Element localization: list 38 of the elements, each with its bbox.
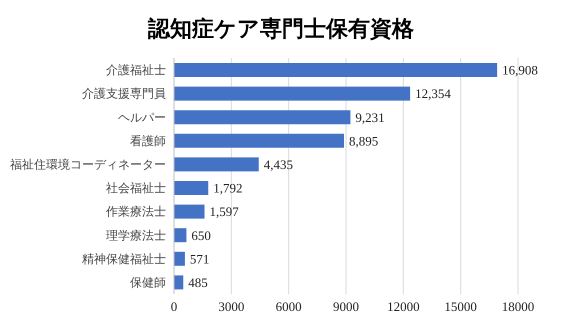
y-tick-label: ヘルパー (118, 110, 166, 124)
bar (174, 110, 350, 124)
data-label: 485 (188, 275, 208, 290)
y-tick-label: 精神保健福祉士 (82, 252, 166, 266)
x-tick-label: 9000 (333, 299, 359, 314)
data-label: 1,792 (213, 180, 242, 196)
bar (174, 275, 184, 290)
y-tick-label: 介護支援専門員 (82, 86, 166, 101)
data-label: 4,435 (264, 157, 294, 172)
bar (174, 86, 410, 101)
bar (174, 181, 208, 195)
y-tick-label: 福祉住環境コーディネーター (10, 157, 166, 172)
bar (174, 63, 498, 77)
bar (174, 228, 186, 242)
x-tick-label: 6000 (276, 299, 302, 314)
y-tick-label: 看護師 (130, 134, 166, 148)
data-label: 9,231 (355, 110, 385, 125)
data-label: 16,908 (502, 62, 538, 78)
data-label: 1,597 (210, 204, 240, 220)
x-tick-label: 15000 (444, 299, 477, 314)
y-tick-label: 理学療法士 (106, 228, 166, 242)
x-tick-label: 12000 (387, 299, 420, 314)
chart-title: 認知症ケア専門士保有資格 (146, 15, 415, 43)
data-label: 571 (190, 251, 210, 266)
bar (174, 204, 205, 219)
data-label: 12,354 (415, 86, 452, 102)
data-label: 650 (191, 228, 211, 243)
y-tick-label: 社会福祉士 (106, 181, 166, 196)
bar (174, 157, 259, 172)
y-tick-label: 介護福祉士 (106, 63, 166, 78)
y-tick-label: 作業療法士 (105, 204, 166, 219)
y-tick-label: 保健師 (130, 275, 166, 290)
x-tick-label: 3000 (218, 299, 244, 314)
bar (174, 252, 185, 266)
data-label: 8,895 (348, 133, 378, 148)
x-tick-label: 0 (170, 299, 178, 314)
bar (174, 134, 344, 148)
x-tick-label: 18000 (502, 299, 534, 314)
